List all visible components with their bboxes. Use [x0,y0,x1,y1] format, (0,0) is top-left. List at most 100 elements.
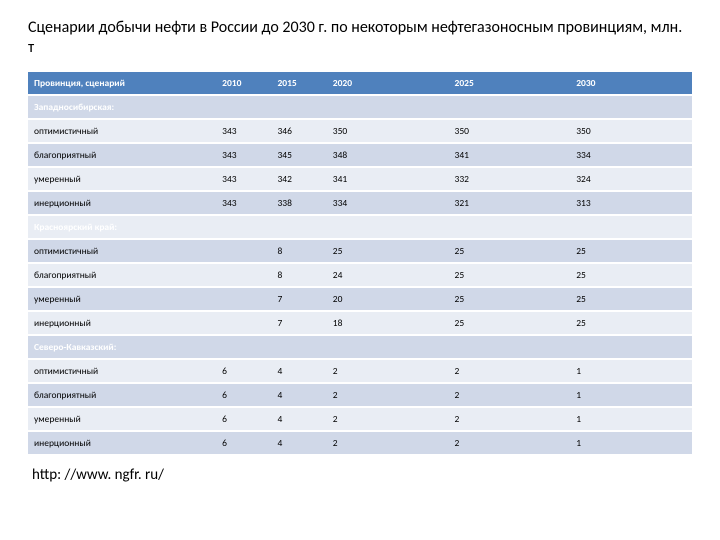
table-row: оптимистичный343346350350350 [28,119,692,143]
table-cell: 334 [570,143,692,167]
table-cell: оптимистичный [28,119,216,143]
table-row: инерционный7182525 [28,311,692,335]
table-cell: 2 [327,407,449,431]
table-row: инерционный343338334321313 [28,191,692,215]
table-row: умеренный7202525 [28,287,692,311]
table-cell: 2 [449,431,571,455]
table-cell: 25 [449,311,571,335]
table-cell: Красноярский край: [28,215,216,239]
table-cell: 334 [327,191,449,215]
table-cell [271,335,326,359]
table-cell: 4 [271,431,326,455]
col-header: 2030 [570,72,692,95]
table-row: оптимистичный8252525 [28,239,692,263]
col-header: 2015 [271,72,326,95]
table-cell: оптимистичный [28,239,216,263]
table-header-row: Провинция, сценарий 2010 2015 2020 2025 … [28,72,692,95]
table-cell: благоприятный [28,143,216,167]
table-cell: 4 [271,359,326,383]
table-cell: 350 [570,119,692,143]
table-cell [449,215,571,239]
table-cell [216,335,271,359]
table-section-row: Северо-Кавказский: [28,335,692,359]
table-cell: 6 [216,359,271,383]
table-cell: 332 [449,167,571,191]
table-cell [570,95,692,119]
table-cell [216,239,271,263]
table-cell: 7 [271,287,326,311]
table-cell: 2 [449,359,571,383]
table-cell: 338 [271,191,326,215]
table-row: оптимистичный64221 [28,359,692,383]
table-cell: 25 [570,311,692,335]
table-cell: инерционный [28,311,216,335]
table-cell: инерционный [28,431,216,455]
table-cell: 1 [570,359,692,383]
table-cell: умеренный [28,167,216,191]
table-cell: 18 [327,311,449,335]
table-cell: 348 [327,143,449,167]
table-cell: 25 [449,263,571,287]
table-cell: 2 [327,359,449,383]
table-cell [216,311,271,335]
table-cell: 313 [570,191,692,215]
table-cell: 6 [216,431,271,455]
table-cell: благоприятный [28,263,216,287]
table-cell: 25 [449,287,571,311]
table-cell: Западносибирская: [28,95,216,119]
table-cell: 1 [570,383,692,407]
table-cell [271,95,326,119]
table-cell: 8 [271,263,326,287]
table-cell: 25 [570,287,692,311]
table-cell [327,95,449,119]
table-cell: 345 [271,143,326,167]
table-cell: 6 [216,383,271,407]
table-cell [449,335,571,359]
table-row: умеренный343342341332324 [28,167,692,191]
table-row: благоприятный8242525 [28,263,692,287]
table-section-row: Красноярский край: [28,215,692,239]
table-cell: 2 [449,383,571,407]
table-cell: 346 [271,119,326,143]
table-cell: 6 [216,407,271,431]
table-section-row: Западносибирская: [28,95,692,119]
table-cell: 342 [271,167,326,191]
col-header: 2020 [327,72,449,95]
table-cell: 350 [449,119,571,143]
table-cell: 341 [327,167,449,191]
table-cell: 343 [216,119,271,143]
table-cell: 343 [216,167,271,191]
table-cell: 8 [271,239,326,263]
table-cell: инерционный [28,191,216,215]
table-row: умеренный64221 [28,407,692,431]
table-cell: 350 [327,119,449,143]
table-cell [271,215,326,239]
table-cell: 7 [271,311,326,335]
table-cell [216,263,271,287]
table-cell [216,215,271,239]
col-header: 2010 [216,72,271,95]
table-body: Западносибирская:оптимистичный3433463503… [28,95,692,455]
table-cell [327,335,449,359]
table-cell [570,215,692,239]
table-row: благоприятный343345348341334 [28,143,692,167]
table-cell: 341 [449,143,571,167]
source-url: http: //www. ngfr. ru/ [32,466,692,484]
table-cell: умеренный [28,287,216,311]
table-cell: 324 [570,167,692,191]
table-cell [327,215,449,239]
table-cell [449,95,571,119]
col-header: Провинция, сценарий [28,72,216,95]
table-cell: 1 [570,407,692,431]
table-cell: 25 [570,263,692,287]
table-cell [216,95,271,119]
table-cell: 4 [271,383,326,407]
table-cell: 25 [449,239,571,263]
table-cell: умеренный [28,407,216,431]
table-row: инерционный64221 [28,431,692,455]
table-cell: 4 [271,407,326,431]
table-cell: 321 [449,191,571,215]
table-cell: 24 [327,263,449,287]
table-cell [570,335,692,359]
table-cell: 25 [327,239,449,263]
